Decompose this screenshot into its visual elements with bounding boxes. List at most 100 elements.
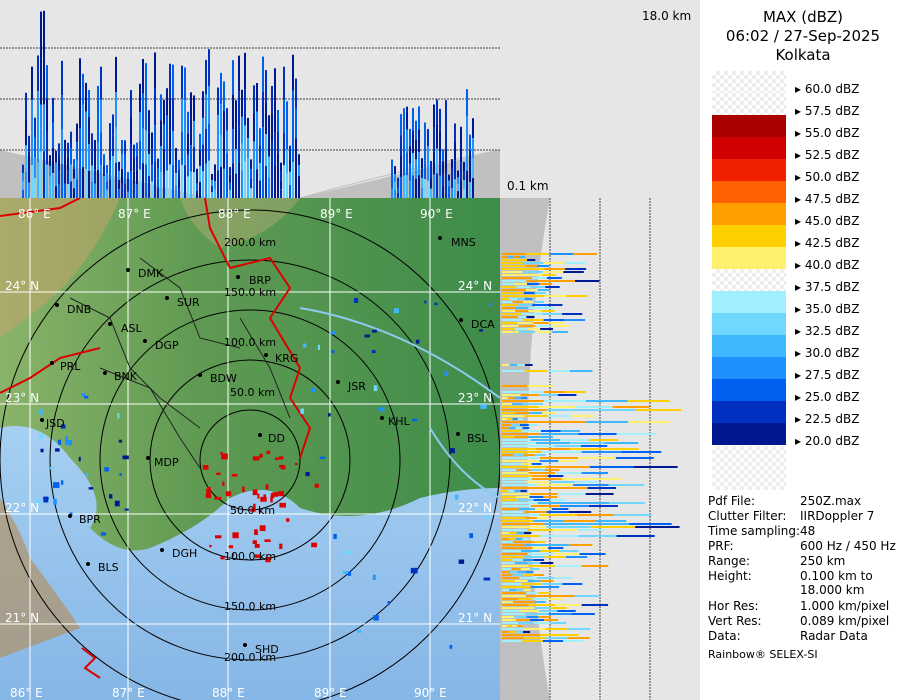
top-bar-segment bbox=[286, 173, 288, 198]
top-bar-segment bbox=[457, 191, 459, 198]
right-bar-segment bbox=[524, 298, 533, 300]
top-bar-segment bbox=[298, 176, 300, 188]
meta-key: Range: bbox=[708, 554, 751, 568]
echo-pixel bbox=[480, 404, 487, 409]
top-bar-segment bbox=[394, 190, 396, 198]
top-bar-segment bbox=[259, 128, 261, 146]
top-bar-segment bbox=[184, 67, 186, 101]
top-bar-segment bbox=[148, 176, 150, 198]
lon-label: 86° E bbox=[18, 207, 51, 221]
echo-pixel bbox=[205, 493, 212, 498]
right-bar-segment bbox=[509, 631, 517, 633]
top-bar-segment bbox=[46, 131, 48, 165]
echo-pixel bbox=[373, 385, 378, 392]
top-bar-segment bbox=[109, 123, 111, 142]
top-bar-segment bbox=[262, 162, 264, 198]
top-bar-segment bbox=[136, 142, 138, 157]
right-bar-segment bbox=[507, 625, 513, 627]
right-bar-segment bbox=[512, 559, 524, 561]
right-bar-segment bbox=[545, 637, 568, 639]
top-bar-segment bbox=[391, 159, 393, 170]
top-bar-segment bbox=[100, 132, 102, 166]
right-bar-segment bbox=[537, 484, 574, 486]
top-bar-segment bbox=[178, 159, 180, 170]
top-bar-segment bbox=[454, 160, 456, 180]
right-height-profile bbox=[500, 198, 700, 700]
place-label: JSD bbox=[45, 417, 65, 430]
echo-pixel bbox=[85, 473, 89, 477]
top-bar-segment bbox=[406, 106, 408, 130]
radar-map[interactable]: 86° E 87° E 88° E 89° E 90° E 86° E 87° … bbox=[0, 198, 500, 700]
top-bar-segment bbox=[172, 131, 174, 165]
right-bar-segment bbox=[521, 430, 542, 432]
right-bar-segment bbox=[533, 301, 544, 303]
right-bar-segment bbox=[580, 445, 608, 447]
top-bar-segment bbox=[91, 181, 93, 198]
lat-label: 23° N bbox=[458, 391, 492, 405]
right-bar-segment bbox=[514, 328, 528, 330]
top-bar-segment bbox=[145, 164, 147, 198]
right-bar-segment bbox=[514, 283, 527, 285]
right-bar-segment bbox=[508, 397, 515, 399]
right-bar-segment bbox=[519, 424, 529, 426]
place-marker bbox=[380, 416, 384, 420]
right-bar-segment bbox=[542, 274, 556, 276]
top-bar-segment bbox=[43, 57, 45, 105]
top-bar-segment bbox=[268, 177, 270, 198]
right-bar-segment bbox=[540, 385, 553, 387]
place-labels: MNS DMK BRP SUR DNB ASL DCA DGP KRG PRL BNK BDW JSR K… bbox=[40, 236, 495, 656]
right-bar-segment bbox=[502, 391, 523, 393]
right-bar-segment bbox=[550, 481, 575, 483]
right-bar-segment bbox=[539, 457, 578, 459]
top-bar-segment bbox=[406, 152, 408, 176]
echo-pixel bbox=[278, 456, 284, 460]
echo-pixel bbox=[294, 463, 298, 466]
top-bar-segment bbox=[463, 170, 465, 180]
top-bar-segment bbox=[427, 163, 429, 181]
top-bar-segment bbox=[49, 187, 51, 198]
top-bar-segment bbox=[181, 65, 183, 99]
right-bar-segment bbox=[502, 259, 511, 261]
top-bar-segment bbox=[418, 175, 420, 198]
top-bar-segment bbox=[292, 90, 294, 127]
top-bar-segment bbox=[46, 65, 48, 99]
top-bar-segment bbox=[271, 141, 273, 170]
top-bar-segment bbox=[466, 170, 468, 198]
top-bar-segment bbox=[193, 146, 195, 173]
right-bar-segment bbox=[543, 400, 586, 402]
top-bar-segment bbox=[424, 160, 426, 180]
right-bar-segment bbox=[528, 310, 542, 312]
echo-pixel bbox=[225, 491, 232, 497]
top-bar-segment bbox=[40, 151, 42, 198]
place-marker bbox=[258, 433, 262, 437]
top-bar-segment bbox=[22, 164, 24, 174]
top-bar-segment bbox=[100, 165, 102, 198]
right-bar-segment bbox=[502, 292, 513, 294]
right-bar-segment bbox=[544, 295, 567, 297]
top-bar-segment bbox=[238, 162, 240, 198]
lat-label: 24° N bbox=[458, 279, 492, 293]
right-bar-segment bbox=[570, 415, 594, 417]
place-marker bbox=[126, 268, 130, 272]
right-bar-segment bbox=[534, 607, 551, 609]
legend-swatch bbox=[712, 115, 786, 137]
top-bar-segment bbox=[127, 178, 129, 185]
right-bar-segment bbox=[522, 583, 543, 585]
right-bar-segment bbox=[515, 412, 529, 414]
right-bar-segment bbox=[521, 634, 541, 636]
top-bar-segment bbox=[85, 140, 87, 170]
meta-key: Vert Res: bbox=[708, 614, 762, 628]
place-marker bbox=[68, 514, 72, 518]
right-bar-segment bbox=[537, 502, 574, 504]
right-bar-segment bbox=[577, 529, 603, 531]
echo-pixel bbox=[372, 329, 377, 333]
top-bar-segment bbox=[472, 138, 474, 159]
lon-label: 90° E bbox=[420, 207, 453, 221]
echo-pixel bbox=[253, 503, 256, 510]
right-bar-segment bbox=[560, 439, 590, 441]
top-bar-segment bbox=[295, 168, 297, 198]
top-bar-segment bbox=[436, 173, 438, 198]
echo-pixel bbox=[36, 499, 41, 504]
top-bar-segment bbox=[76, 160, 78, 180]
echo-pixel bbox=[412, 418, 418, 422]
